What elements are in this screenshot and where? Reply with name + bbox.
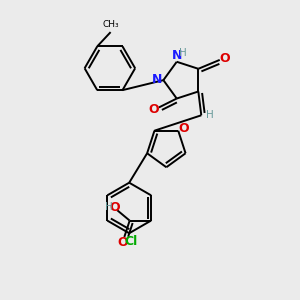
Text: O: O xyxy=(109,201,119,214)
Text: H: H xyxy=(206,110,214,120)
Text: N: N xyxy=(152,73,162,86)
Text: O: O xyxy=(118,236,128,249)
Text: H: H xyxy=(179,49,187,58)
Text: O: O xyxy=(179,122,190,135)
Text: N: N xyxy=(172,49,182,62)
Text: Cl: Cl xyxy=(124,235,137,248)
Text: O: O xyxy=(148,103,159,116)
Text: CH₃: CH₃ xyxy=(102,20,119,28)
Text: H: H xyxy=(105,202,113,212)
Text: O: O xyxy=(220,52,230,65)
